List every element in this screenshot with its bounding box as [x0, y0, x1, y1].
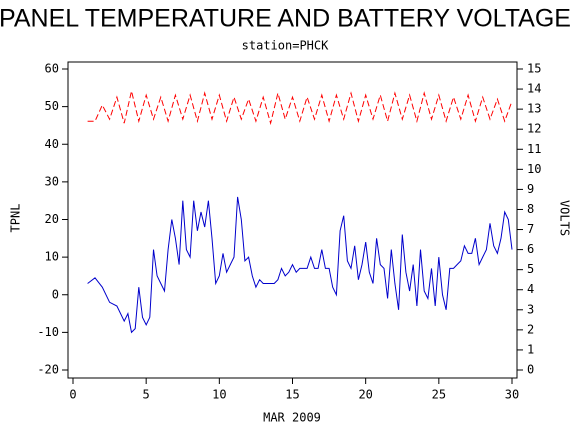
chart-subtitle: station=PHCK [242, 39, 329, 53]
y-tick-label: 30 [45, 174, 59, 188]
y2-tick-label: 3 [527, 302, 534, 316]
y-tick-label: 10 [45, 250, 59, 264]
y2-tick-label: 9 [527, 182, 534, 196]
y-tick-label: 40 [45, 137, 59, 151]
y2-tick-label: 12 [527, 122, 541, 136]
chart-title: PANEL TEMPERATURE AND BATTERY VOLTAGE [0, 5, 570, 33]
y-axis-label: TPNL [9, 204, 23, 233]
y2-tick-label: 4 [527, 282, 534, 296]
x-tick-label: 0 [69, 388, 76, 402]
x-tick-label: 30 [505, 388, 519, 402]
y2-tick-label: 15 [527, 62, 541, 76]
y2-tick-label: 6 [527, 242, 534, 256]
y-tick-label: 20 [45, 212, 59, 226]
y2-tick-label: 5 [527, 262, 534, 276]
y2-tick-label: 14 [527, 82, 541, 96]
y-tick-label: 0 [52, 287, 59, 301]
y2-tick-label: 2 [527, 322, 534, 336]
x-tick-label: 10 [212, 388, 226, 402]
x-tick-label: 5 [143, 388, 150, 402]
y2-axis-label: VOLTS [558, 200, 570, 236]
x-axis-label: MAR 2009 [263, 411, 321, 425]
x-tick-label: 20 [358, 388, 372, 402]
y-tick-label: 50 [45, 99, 59, 113]
y-tick-label: -10 [37, 325, 59, 339]
y2-tick-label: 10 [527, 162, 541, 176]
x-tick-label: 15 [285, 388, 299, 402]
series-line [87, 90, 513, 126]
y2-tick-label: 11 [527, 142, 541, 156]
y2-tick-label: 1 [527, 342, 534, 356]
y-tick-label: 60 [45, 62, 59, 76]
y2-tick-label: 0 [527, 363, 534, 377]
y2-tick-label: 13 [527, 102, 541, 116]
series-line [87, 196, 513, 334]
y-tick-label: -20 [37, 363, 59, 377]
x-tick-label: 25 [432, 388, 446, 402]
y2-tick-label: 8 [527, 202, 534, 216]
y2-tick-label: 7 [527, 222, 534, 236]
